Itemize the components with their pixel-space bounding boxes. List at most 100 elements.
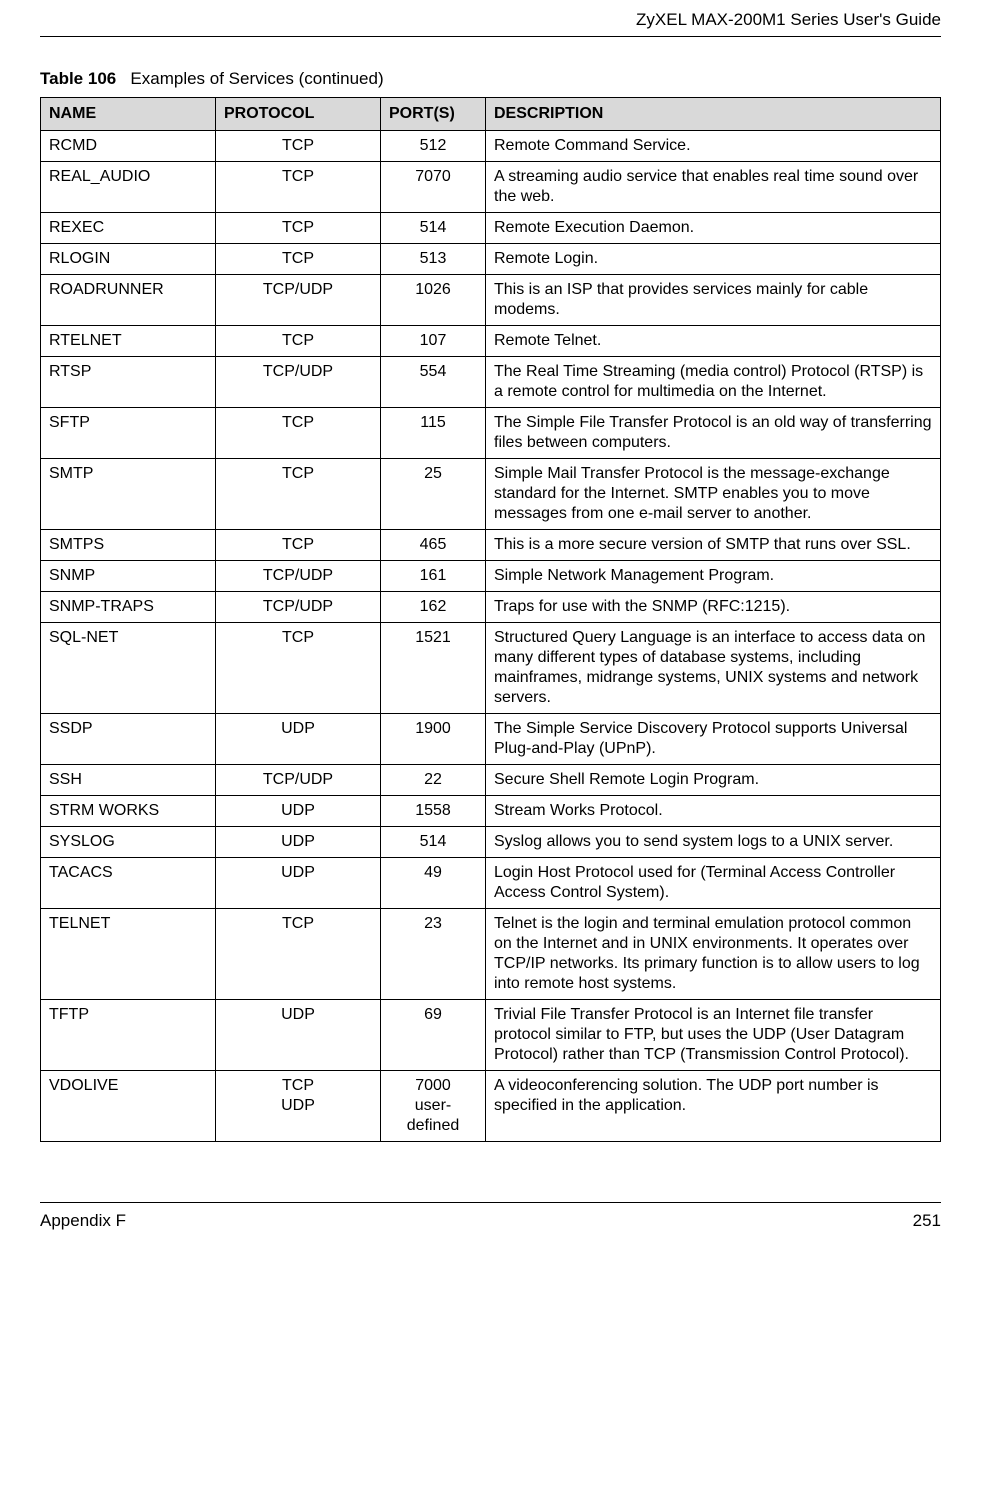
cell-protocol: TCP/UDP xyxy=(216,561,381,592)
cell-description: This is a more secure version of SMTP th… xyxy=(486,530,941,561)
table-row: SMTPTCP25Simple Mail Transfer Protocol i… xyxy=(41,459,941,530)
cell-protocol: UDP xyxy=(216,714,381,765)
cell-port: 23 xyxy=(381,909,486,1000)
cell-protocol: UDP xyxy=(216,858,381,909)
cell-protocol: UDP xyxy=(216,827,381,858)
table-body: RCMDTCP512Remote Command Service.REAL_AU… xyxy=(41,131,941,1142)
cell-name: REAL_AUDIO xyxy=(41,162,216,213)
cell-name: SSH xyxy=(41,765,216,796)
cell-name: SYSLOG xyxy=(41,827,216,858)
cell-description: Simple Network Management Program. xyxy=(486,561,941,592)
cell-name: TFTP xyxy=(41,1000,216,1071)
cell-protocol: TCP xyxy=(216,408,381,459)
cell-port: 514 xyxy=(381,827,486,858)
cell-name: RLOGIN xyxy=(41,244,216,275)
cell-port: 512 xyxy=(381,131,486,162)
cell-description: Secure Shell Remote Login Program. xyxy=(486,765,941,796)
cell-port: 1558 xyxy=(381,796,486,827)
cell-port: 115 xyxy=(381,408,486,459)
cell-name: SNMP-TRAPS xyxy=(41,592,216,623)
cell-name: ROADRUNNER xyxy=(41,275,216,326)
table-caption-text: Examples of Services (continued) xyxy=(130,69,383,88)
page-header: ZyXEL MAX-200M1 Series User's Guide xyxy=(40,0,941,37)
cell-port: 1026 xyxy=(381,275,486,326)
table-row: SYSLOGUDP514Syslog allows you to send sy… xyxy=(41,827,941,858)
table-caption: Table 106 Examples of Services (continue… xyxy=(40,69,941,89)
cell-description: Remote Command Service. xyxy=(486,131,941,162)
cell-protocol: UDP xyxy=(216,796,381,827)
cell-name: REXEC xyxy=(41,213,216,244)
cell-protocol: TCP xyxy=(216,162,381,213)
cell-port: 465 xyxy=(381,530,486,561)
document-title: ZyXEL MAX-200M1 Series User's Guide xyxy=(636,10,941,29)
cell-description: Trivial File Transfer Protocol is an Int… xyxy=(486,1000,941,1071)
cell-description: Telnet is the login and terminal emulati… xyxy=(486,909,941,1000)
cell-name: SFTP xyxy=(41,408,216,459)
table-row: SQL-NETTCP1521Structured Query Language … xyxy=(41,623,941,714)
cell-port: 22 xyxy=(381,765,486,796)
table-row: REAL_AUDIOTCP7070A streaming audio servi… xyxy=(41,162,941,213)
column-header-name: NAME xyxy=(41,98,216,131)
services-table: NAME PROTOCOL PORT(S) DESCRIPTION RCMDTC… xyxy=(40,97,941,1142)
cell-protocol: TCP xyxy=(216,530,381,561)
cell-protocol: UDP xyxy=(216,1000,381,1071)
table-header: NAME PROTOCOL PORT(S) DESCRIPTION xyxy=(41,98,941,131)
cell-name: SMTP xyxy=(41,459,216,530)
table-row: TFTPUDP69Trivial File Transfer Protocol … xyxy=(41,1000,941,1071)
cell-port: 7070 xyxy=(381,162,486,213)
cell-protocol: TCP xyxy=(216,244,381,275)
table-row: RLOGINTCP513Remote Login. xyxy=(41,244,941,275)
cell-description: Simple Mail Transfer Protocol is the mes… xyxy=(486,459,941,530)
table-row: SSHTCP/UDP22Secure Shell Remote Login Pr… xyxy=(41,765,941,796)
cell-protocol: TCP/UDP xyxy=(216,765,381,796)
cell-port: 1521 xyxy=(381,623,486,714)
cell-protocol: TCP/UDP xyxy=(216,357,381,408)
cell-description: The Simple Service Discovery Protocol su… xyxy=(486,714,941,765)
cell-name: SQL-NET xyxy=(41,623,216,714)
cell-name: RTELNET xyxy=(41,326,216,357)
cell-port: 69 xyxy=(381,1000,486,1071)
cell-description: Remote Execution Daemon. xyxy=(486,213,941,244)
table-row: REXECTCP514Remote Execution Daemon. xyxy=(41,213,941,244)
cell-port: 513 xyxy=(381,244,486,275)
cell-description: Remote Login. xyxy=(486,244,941,275)
cell-name: RCMD xyxy=(41,131,216,162)
cell-name: SNMP xyxy=(41,561,216,592)
table-row: SNMP-TRAPSTCP/UDP162Traps for use with t… xyxy=(41,592,941,623)
cell-port: 7000 user-defined xyxy=(381,1071,486,1142)
cell-port: 49 xyxy=(381,858,486,909)
cell-name: VDOLIVE xyxy=(41,1071,216,1142)
cell-protocol: TCP xyxy=(216,131,381,162)
cell-protocol: TCP xyxy=(216,459,381,530)
cell-description: The Simple File Transfer Protocol is an … xyxy=(486,408,941,459)
cell-description: A streaming audio service that enables r… xyxy=(486,162,941,213)
cell-port: 25 xyxy=(381,459,486,530)
cell-protocol: TCP UDP xyxy=(216,1071,381,1142)
page: ZyXEL MAX-200M1 Series User's Guide Tabl… xyxy=(0,0,981,1261)
cell-description: Traps for use with the SNMP (RFC:1215). xyxy=(486,592,941,623)
cell-description: Syslog allows you to send system logs to… xyxy=(486,827,941,858)
cell-name: SSDP xyxy=(41,714,216,765)
table-row: STRM WORKSUDP1558Stream Works Protocol. xyxy=(41,796,941,827)
cell-name: TELNET xyxy=(41,909,216,1000)
cell-protocol: TCP/UDP xyxy=(216,275,381,326)
table-row: TACACSUDP49Login Host Protocol used for … xyxy=(41,858,941,909)
column-header-protocol: PROTOCOL xyxy=(216,98,381,131)
cell-port: 1900 xyxy=(381,714,486,765)
table-row: RTSPTCP/UDP554The Real Time Streaming (m… xyxy=(41,357,941,408)
table-row: SMTPSTCP465This is a more secure version… xyxy=(41,530,941,561)
page-footer: Appendix F 251 xyxy=(40,1202,941,1261)
cell-name: STRM WORKS xyxy=(41,796,216,827)
table-row: RCMDTCP512Remote Command Service. xyxy=(41,131,941,162)
cell-description: Login Host Protocol used for (Terminal A… xyxy=(486,858,941,909)
cell-description: Stream Works Protocol. xyxy=(486,796,941,827)
column-header-description: DESCRIPTION xyxy=(486,98,941,131)
cell-port: 554 xyxy=(381,357,486,408)
cell-name: RTSP xyxy=(41,357,216,408)
table-row: SFTPTCP115The Simple File Transfer Proto… xyxy=(41,408,941,459)
cell-port: 161 xyxy=(381,561,486,592)
column-header-ports: PORT(S) xyxy=(381,98,486,131)
footer-page-number: 251 xyxy=(913,1211,941,1231)
table-row: SNMPTCP/UDP161Simple Network Management … xyxy=(41,561,941,592)
table-row: SSDPUDP1900The Simple Service Discovery … xyxy=(41,714,941,765)
